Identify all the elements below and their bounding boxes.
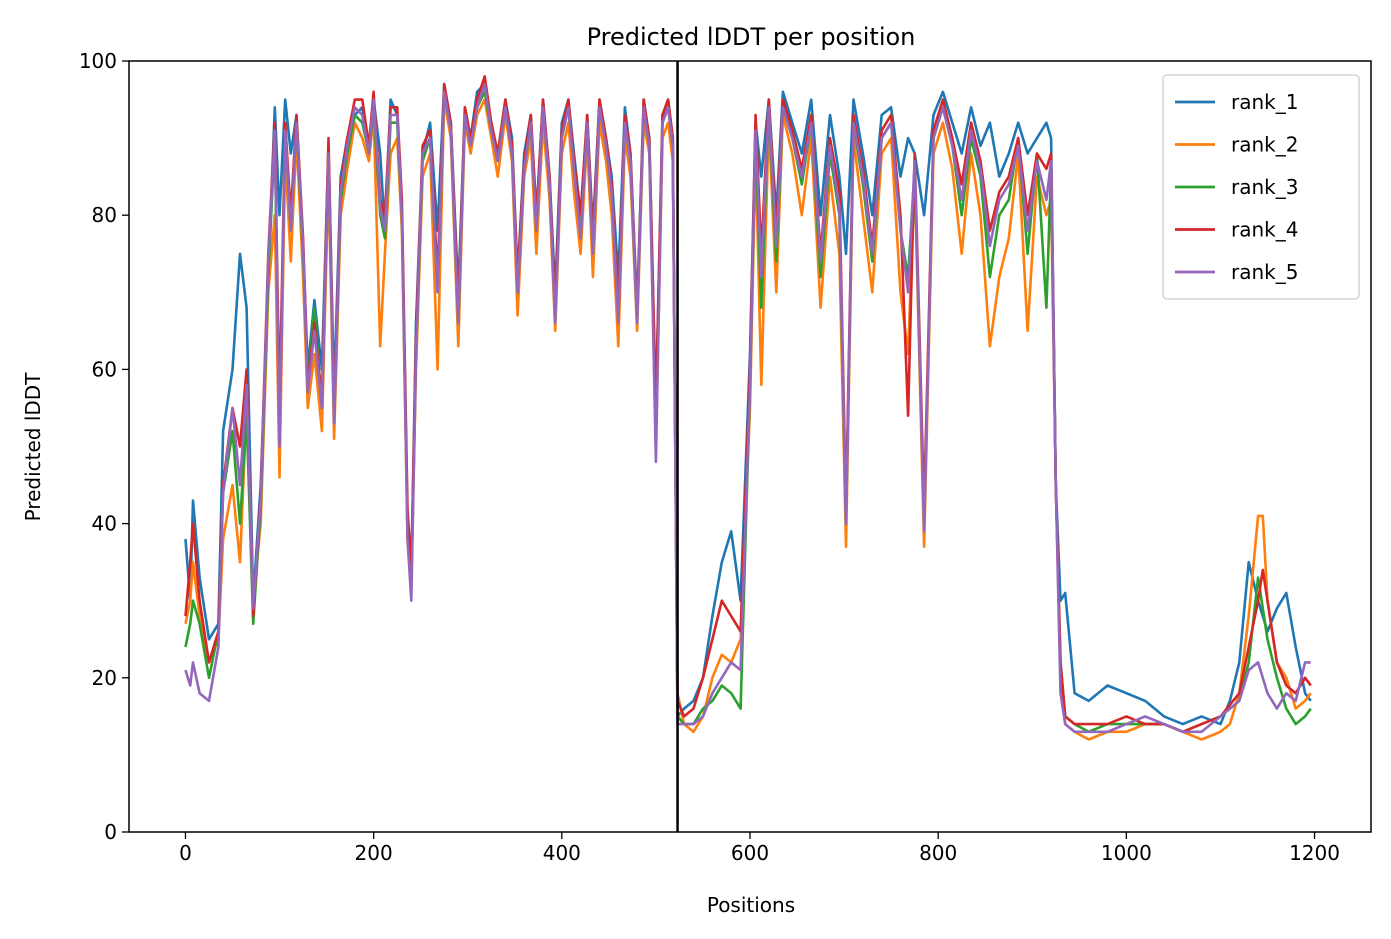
y-tick-label: 100 — [79, 49, 117, 73]
y-tick-label: 0 — [104, 820, 117, 844]
legend-label: rank_3 — [1231, 175, 1298, 199]
series-line-rank-5 — [184, 82, 1311, 734]
x-tick-label: 1000 — [1101, 841, 1152, 865]
series-layer — [184, 75, 1312, 741]
legend-label: rank_1 — [1231, 90, 1298, 114]
x-tick-label: 800 — [919, 841, 957, 865]
y-tick-label: 40 — [92, 512, 117, 536]
y-tick-label: 60 — [92, 357, 117, 381]
chart-title: Predicted lDDT per position — [587, 23, 916, 51]
x-axis-label: Positions — [707, 893, 795, 917]
x-tick-label: 1200 — [1289, 841, 1340, 865]
ticks-layer: 0 200 400 600 800 1000 1200 0 20 40 60 80 100 — [79, 49, 1340, 865]
x-tick-label: 600 — [731, 841, 769, 865]
x-tick-label: 0 — [179, 841, 192, 865]
legend-label: rank_4 — [1231, 218, 1298, 242]
x-tick-label: 400 — [543, 841, 581, 865]
legend: rank_1 rank_2 rank_3 rank_4 rank_5 — [1162, 74, 1360, 300]
y-tick-label: 80 — [92, 203, 117, 227]
y-axis-label: Predicted lDDT — [21, 372, 45, 522]
plot-frame — [128, 60, 1372, 833]
legend-box — [1162, 74, 1360, 300]
legend-label: rank_2 — [1231, 133, 1298, 157]
legend-label: rank_5 — [1231, 260, 1298, 284]
x-tick-label: 200 — [355, 841, 393, 865]
y-tick-label: 20 — [92, 666, 117, 690]
